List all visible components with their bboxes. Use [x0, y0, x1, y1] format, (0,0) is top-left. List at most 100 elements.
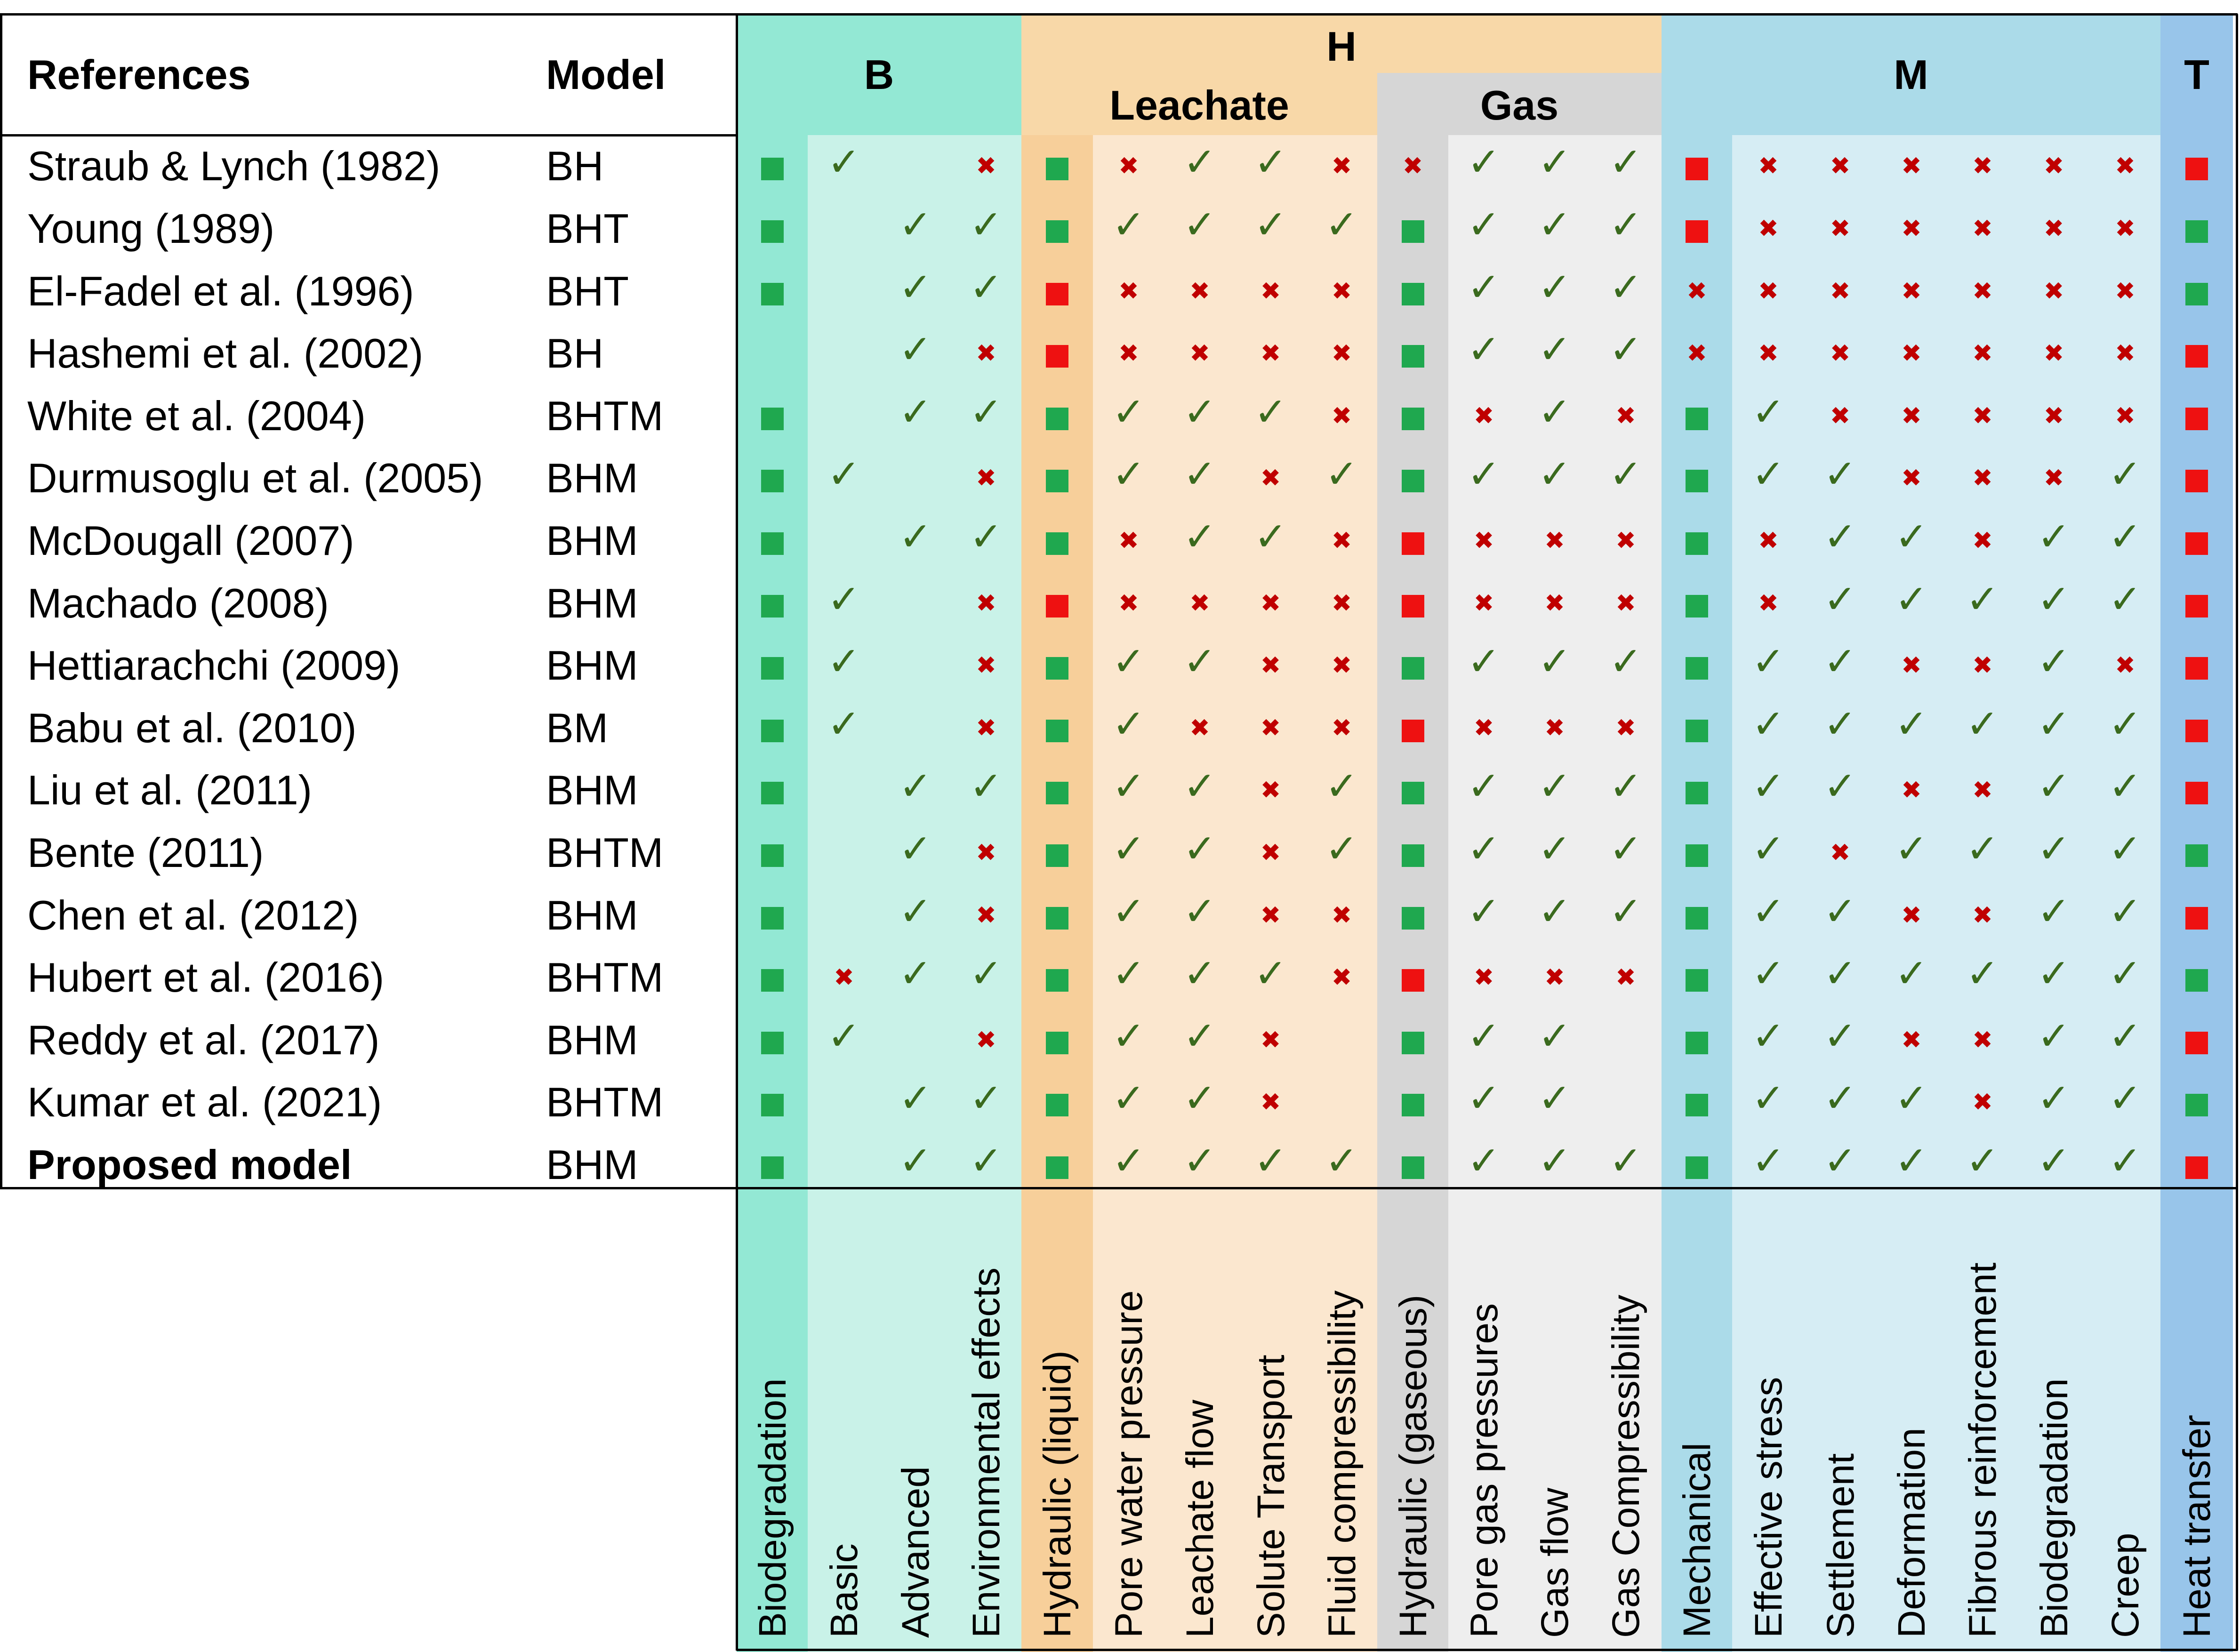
- cross-mark: ✖: [1260, 651, 1281, 680]
- red-square-icon: [1029, 325, 1085, 382]
- cross-icon: ✖: [1100, 138, 1157, 194]
- check-mark: ✓: [827, 1012, 861, 1059]
- square-mark: [1686, 844, 1708, 867]
- check-mark: ✓: [827, 139, 861, 185]
- check-mark: ✓: [2108, 451, 2142, 497]
- square-mark: [1046, 407, 1068, 430]
- feature-label: Advanced: [894, 1466, 937, 1638]
- check-mark: ✓: [1254, 513, 1287, 560]
- check-mark: ✓: [1823, 451, 1857, 497]
- feature-label: Effective stress: [1747, 1377, 1790, 1638]
- red-square-icon: [1385, 575, 1441, 632]
- cross-mark: ✖: [1901, 1026, 1922, 1054]
- check-icon: ✓: [1172, 388, 1228, 444]
- check-icon: ✓: [1598, 887, 1654, 944]
- check-mark: ✓: [1467, 638, 1501, 685]
- cross-icon: ✖: [1314, 138, 1370, 194]
- check-icon: ✓: [1812, 637, 1869, 694]
- cross-icon: ✖: [1954, 138, 2011, 194]
- check-mark: ✓: [1183, 1137, 1217, 1184]
- check-mark: ✓: [1467, 888, 1501, 934]
- check-mark: ✓: [1966, 825, 1999, 872]
- square-mark: [1686, 158, 1708, 181]
- check-mark: ✓: [1751, 1012, 1785, 1059]
- green-square-icon: [1669, 949, 1725, 1006]
- cross-icon: ✖: [1954, 388, 2011, 444]
- cross-mark: ✖: [1901, 277, 1922, 305]
- check-mark: ✓: [1112, 950, 1146, 997]
- green-square-icon: [2168, 263, 2225, 320]
- cross-mark: ✖: [1189, 277, 1210, 305]
- cross-mark: ✖: [1972, 901, 1993, 930]
- cross-icon: ✖: [2097, 263, 2153, 320]
- check-icon: ✓: [1172, 200, 1228, 257]
- cross-icon: ✖: [1954, 450, 2011, 506]
- cross-mark: ✖: [1331, 589, 1352, 617]
- cross-icon: ✖: [1243, 450, 1299, 506]
- check-mark: ✓: [1966, 700, 1999, 747]
- check-mark: ✓: [969, 763, 1003, 810]
- check-mark: ✓: [1538, 1075, 1572, 1122]
- check-icon: ✓: [816, 575, 872, 632]
- check-mark: ✓: [827, 700, 861, 747]
- column-band: [2018, 14, 2090, 1652]
- check-icon: ✓: [1314, 1137, 1370, 1193]
- square-mark: [1046, 1094, 1068, 1117]
- cross-mark: ✖: [1972, 464, 1993, 493]
- check-mark: ✓: [2108, 1075, 2142, 1122]
- check-icon: ✓: [1172, 1012, 1228, 1068]
- check-icon: ✓: [1172, 637, 1228, 694]
- check-icon: ✓: [816, 1012, 872, 1068]
- check-icon: ✓: [2097, 575, 2153, 632]
- check-mark: ✓: [1467, 1137, 1501, 1184]
- cross-mark: ✖: [1118, 277, 1139, 305]
- square-mark: [2185, 1031, 2208, 1054]
- check-mark: ✓: [1895, 825, 1928, 872]
- square-mark: [761, 282, 784, 305]
- check-mark: ✓: [969, 513, 1003, 560]
- square-mark: [2185, 657, 2208, 680]
- cross-icon: ✖: [1812, 388, 1869, 444]
- cross-icon: ✖: [1456, 949, 1512, 1006]
- cross-icon: ✖: [1954, 1012, 2011, 1068]
- check-mark: ✓: [1538, 388, 1572, 435]
- square-mark: [1046, 906, 1068, 930]
- green-square-icon: [744, 388, 801, 444]
- check-icon: ✓: [1598, 762, 1654, 818]
- check-mark: ✓: [1609, 264, 1643, 310]
- cross-mark: ✖: [1830, 214, 1851, 243]
- square-mark: [1401, 1156, 1424, 1179]
- check-mark: ✓: [1609, 326, 1643, 373]
- feature-label: Mechanical: [1676, 1443, 1718, 1638]
- reference-name: McDougall (2007): [27, 517, 354, 564]
- cross-icon: ✖: [1883, 200, 1940, 257]
- check-mark: ✓: [969, 264, 1003, 310]
- cross-mark: ✖: [1972, 277, 1993, 305]
- cross-mark: ✖: [1473, 714, 1494, 742]
- cross-mark: ✖: [1830, 152, 1851, 181]
- check-icon: ✓: [1100, 825, 1157, 881]
- check-mark: ✓: [2037, 825, 2071, 872]
- check-mark: ✓: [1467, 139, 1501, 185]
- model-heading: Model: [546, 51, 666, 98]
- cross-mark: ✖: [1901, 901, 1922, 930]
- check-icon: ✓: [1883, 1137, 1940, 1193]
- column-band: [1448, 14, 1519, 1652]
- check-mark: ✓: [1751, 388, 1785, 435]
- green-square-icon: [1669, 637, 1725, 694]
- check-mark: ✓: [1609, 1137, 1643, 1184]
- cross-icon: ✖: [1954, 887, 2011, 944]
- left-blank-area: [0, 1188, 737, 1652]
- reference-name: Kumar et al. (2021): [27, 1079, 382, 1126]
- check-icon: ✓: [887, 513, 944, 569]
- cross-mark: ✖: [1830, 339, 1851, 368]
- check-mark: ✓: [1751, 825, 1785, 872]
- cross-icon: ✖: [1172, 263, 1228, 320]
- column-band: [1235, 14, 1306, 1652]
- cross-mark: ✖: [1260, 1088, 1281, 1117]
- check-icon: ✓: [2097, 1074, 2153, 1131]
- square-mark: [761, 1031, 784, 1054]
- check-mark: ✓: [969, 201, 1003, 248]
- check-mark: ✓: [1751, 950, 1785, 997]
- cross-icon: ✖: [1243, 637, 1299, 694]
